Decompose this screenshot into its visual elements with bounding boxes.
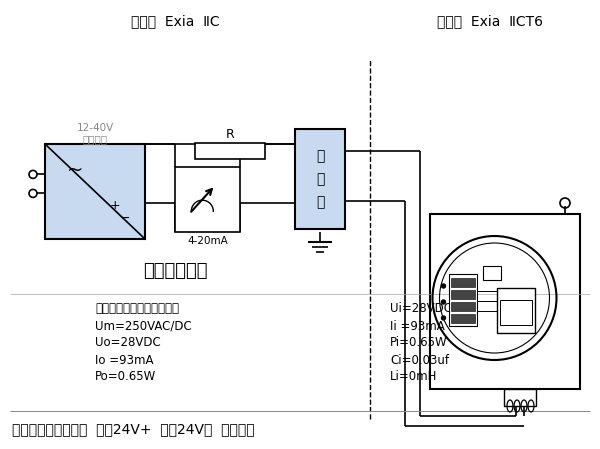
Text: 本安型接线图: 本安型接线图 — [143, 262, 207, 280]
Text: 安全区  Exia  ⅡC: 安全区 Exia ⅡC — [131, 14, 220, 28]
Bar — [451, 314, 475, 323]
Circle shape — [442, 300, 445, 304]
Circle shape — [442, 316, 445, 320]
Text: Li=0mH: Li=0mH — [390, 370, 437, 383]
Bar — [499, 300, 532, 325]
Bar — [504, 389, 536, 406]
Bar — [195, 143, 265, 159]
Text: Um=250VAC/DC: Um=250VAC/DC — [95, 320, 192, 333]
Bar — [451, 290, 475, 299]
Text: 危险区  Exia  ⅡCT6: 危险区 Exia ⅡCT6 — [437, 14, 543, 28]
Text: +: + — [110, 199, 121, 212]
Text: −: − — [120, 211, 130, 224]
Text: Pi=0.65W: Pi=0.65W — [390, 336, 448, 349]
Text: Ui=28VDC: Ui=28VDC — [390, 303, 452, 316]
Text: Uo=28VDC: Uo=28VDC — [95, 336, 161, 349]
Text: 12-40V: 12-40V — [76, 123, 113, 133]
Text: 安
全
栅: 安 全 栅 — [316, 149, 324, 209]
Text: ~: ~ — [67, 161, 83, 180]
Bar — [497, 288, 535, 333]
Bar — [482, 266, 500, 280]
Bar — [451, 302, 475, 311]
Bar — [45, 144, 145, 239]
Bar — [449, 274, 476, 326]
Text: Io =93mA: Io =93mA — [95, 353, 154, 366]
Circle shape — [442, 284, 445, 288]
Bar — [175, 167, 240, 232]
Text: （参见安全栅适用说明书）: （参见安全栅适用说明书） — [95, 303, 179, 316]
Text: 注：一体化接线方式  红：24V+  蓝：24V－  黑：接地: 注：一体化接线方式 红：24V+ 蓝：24V－ 黑：接地 — [12, 422, 254, 436]
Text: Ii =93mA: Ii =93mA — [390, 320, 445, 333]
Text: 4-20mA: 4-20mA — [187, 236, 228, 246]
Bar — [430, 214, 580, 389]
Bar — [451, 278, 475, 287]
Text: 直流电源: 直流电源 — [83, 134, 107, 144]
Text: Po=0.65W: Po=0.65W — [95, 370, 156, 383]
Text: Ci=0.03uf: Ci=0.03uf — [390, 353, 449, 366]
Text: R: R — [226, 128, 235, 141]
Bar — [295, 129, 345, 229]
